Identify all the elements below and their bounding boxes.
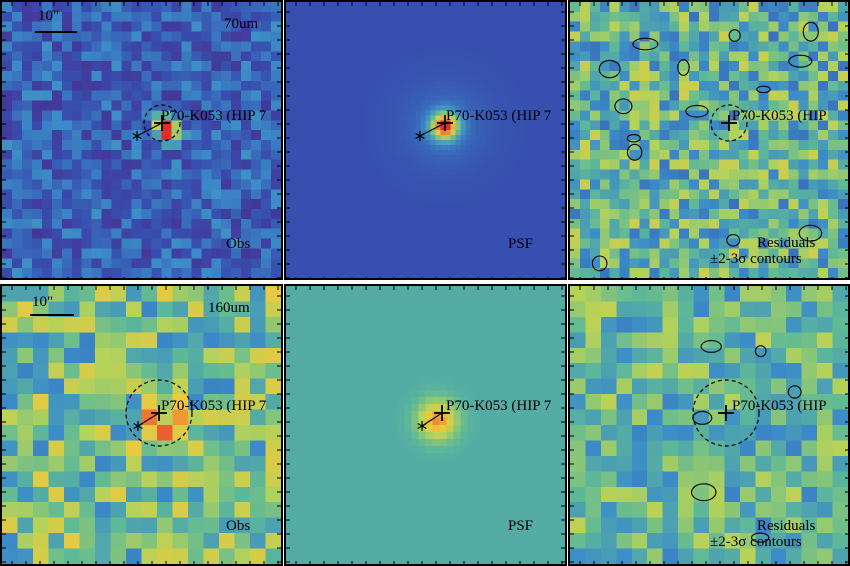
star-position-marker [417,421,427,431]
overlay-70um-obs [2,2,281,278]
residual-contour [788,54,813,68]
source-cross-marker [434,405,450,421]
scale-label: 10" [38,8,60,24]
star-position-marker [132,131,142,141]
overlay-160um-obs [2,286,281,564]
residual-contour [632,37,659,51]
map-160um-residuals [570,286,848,564]
corner-label: Residuals [757,518,816,534]
source-label: P70-K053 (HIP [732,108,827,124]
residual-contour [591,255,608,272]
corner-label: Obs [226,236,251,252]
map-160um-psf [286,286,565,564]
overlay-160um-residuals [570,286,848,564]
residual-contour [798,224,823,242]
source-cross-marker [154,115,170,131]
corner-label-contours: ±2-3σ contours [710,534,802,550]
frame-ticks [570,286,848,564]
residual-contour [626,133,641,143]
residual-contour [614,98,633,115]
panel-70um-psf: P70-K053 (HIP 7 PSF [284,0,567,280]
star-position-marker [415,131,425,141]
corner-label-contours: ±2-3σ contours [710,251,802,267]
residual-contour [685,104,709,118]
residual-contour [787,385,802,399]
residual-contour [726,234,741,247]
source-label: P70-K053 (HIP 7 [161,108,267,124]
frame-ticks [286,2,565,278]
residual-contour [700,340,722,353]
source-label: P70-K053 (HIP [732,398,827,414]
source-cross-marker [721,115,737,131]
panel-160um-obs: 10" 160um P70-K053 (HIP 7 Obs [0,284,283,566]
map-70um-obs [2,2,281,278]
star-position-marker [133,421,143,431]
map-70um-psf [286,2,565,278]
aperture-circle [143,104,181,142]
residual-contour [692,410,713,425]
corner-label: PSF [508,518,534,534]
overlay-70um-psf [286,2,565,278]
map-160um-obs [2,286,281,564]
panel-70um-residuals: P70-K053 (HIP Residuals ±2-3σ contours [568,0,850,280]
residual-contour [802,21,819,42]
map-70um-residuals [570,2,848,278]
panel-70um-obs: 10" 70um P70-K053 (HIP 7 Obs [0,0,283,280]
source-label: P70-K053 (HIP 7 [446,108,552,124]
corner-label: Obs [226,518,251,534]
band-label: 160um [208,300,250,316]
overlay-70um-residuals [570,2,848,278]
corner-label: Residuals [757,235,816,251]
panel-160um-residuals: P70-K053 (HIP Residuals ±2-3σ contours [568,284,850,566]
residual-contour [754,345,767,358]
frame-ticks [286,286,565,564]
frame-ticks [2,2,281,278]
residual-contour [756,85,771,94]
residual-contour [691,483,717,502]
frame-ticks [570,2,848,278]
aperture-circle [710,104,748,142]
source-cross-marker [718,405,734,421]
frame-ticks [2,286,281,564]
source-label: P70-K053 (HIP 7 [446,398,552,414]
aperture-circle [125,379,193,447]
corner-label: PSF [508,236,534,252]
source-cross-marker [151,405,167,421]
aperture-circle [692,379,760,447]
band-label: 70um [224,16,259,32]
overlay-160um-psf [286,286,565,564]
source-cross-marker [437,115,453,131]
residual-contour [751,532,770,543]
residual-contour [626,143,643,161]
residual-contour [728,29,741,42]
residual-contour [677,59,690,76]
panel-160um-psf: P70-K053 (HIP 7 PSF [284,284,567,566]
source-label: P70-K053 (HIP 7 [161,398,267,414]
scale-label: 10" [32,294,54,310]
residual-contour [598,59,621,79]
